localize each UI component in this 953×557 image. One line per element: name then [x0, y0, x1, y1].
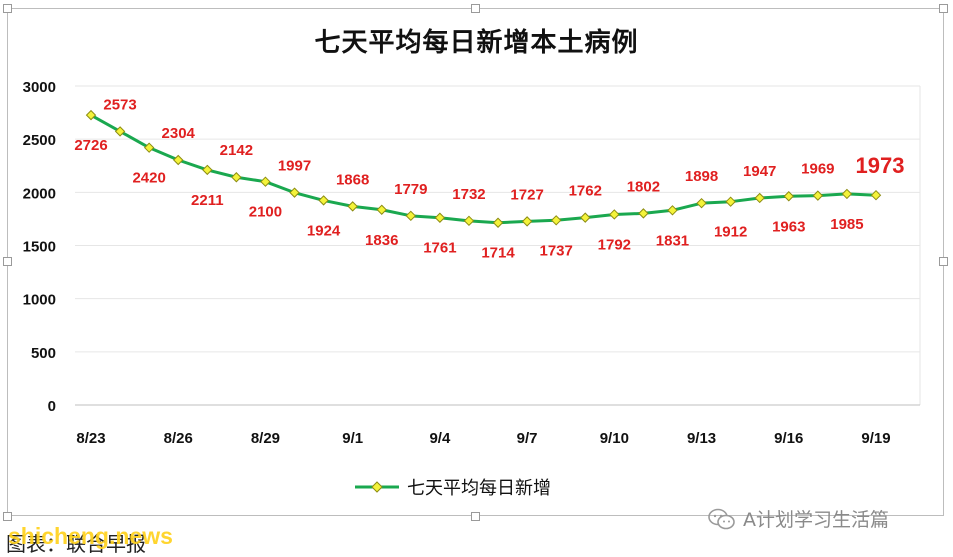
resize-handle-top-center[interactable]: [471, 4, 480, 13]
x-tick-label: 9/7: [517, 430, 538, 447]
resize-handle-bottom-left[interactable]: [3, 512, 12, 521]
x-tick-label: 9/19: [861, 430, 890, 447]
wechat-account-name: A计划学习生活篇: [743, 509, 889, 531]
data-label: 1761: [423, 240, 456, 257]
chart-frame: [7, 8, 944, 516]
x-tick-label: 9/4: [429, 430, 451, 447]
data-label: 1947: [743, 163, 776, 180]
data-label: 1762: [569, 183, 602, 200]
y-tick-label: 500: [31, 345, 56, 362]
data-point-marker: [492, 217, 504, 228]
wechat-attribution: A计划学习生活篇: [707, 505, 889, 532]
data-point-marker: [725, 196, 736, 207]
data-label-latest: 1973: [856, 153, 905, 178]
data-point-marker: [143, 142, 155, 153]
data-label: 1912: [714, 224, 747, 241]
data-point-marker: [638, 208, 649, 219]
data-label: 1924: [307, 222, 341, 239]
data-point-marker: [550, 215, 562, 226]
data-point-marker: [376, 204, 387, 215]
series-line: [90, 113, 877, 225]
x-tick-label: 9/1: [342, 430, 363, 447]
wechat-icon: [708, 508, 735, 529]
x-tick-label: 9/10: [600, 430, 629, 447]
data-label: 1727: [510, 186, 543, 203]
data-point-marker: [812, 190, 824, 201]
data-point-marker: [696, 197, 707, 209]
data-point-marker: [173, 154, 184, 166]
data-label: 2142: [220, 142, 253, 159]
data-label: 1732: [452, 186, 485, 203]
watermark-text: shicheng.news: [8, 523, 173, 549]
data-point-marker: [841, 188, 853, 200]
data-label: 1868: [336, 171, 369, 188]
y-tick-label: 1000: [23, 292, 56, 309]
resize-handle-middle-left[interactable]: [3, 257, 12, 266]
data-label: 1831: [656, 232, 689, 249]
data-point-marker: [521, 216, 533, 227]
chart-source-caption: 图表：联合早报: [6, 532, 146, 556]
resize-handle-top-left[interactable]: [3, 4, 12, 13]
data-label: 2726: [74, 137, 107, 154]
resize-handle-top-right[interactable]: [939, 4, 948, 13]
data-label: 1792: [598, 236, 631, 253]
resize-handle-bottom-center[interactable]: [471, 512, 480, 521]
y-tick-label: 0: [48, 398, 56, 415]
data-point-marker: [318, 195, 329, 206]
data-label: 2211: [191, 192, 224, 209]
data-point-marker: [609, 209, 620, 220]
data-point-marker: [260, 176, 271, 187]
data-point-marker: [667, 205, 678, 216]
data-point-marker: [580, 212, 591, 223]
chart-title: 七天平均每日新增本土病例: [314, 28, 639, 58]
x-tick-label: 8/29: [251, 430, 280, 447]
x-tick-label: 8/23: [76, 430, 105, 447]
y-tick-label: 3000: [23, 79, 56, 96]
data-point-marker: [463, 215, 475, 227]
y-tick-label: 2000: [23, 185, 56, 202]
resize-handle-middle-right[interactable]: [939, 257, 948, 266]
legend-line-marker-icon: [355, 481, 399, 493]
x-tick-label: 9/16: [774, 430, 803, 447]
data-label: 1963: [772, 218, 805, 235]
data-label: 1714: [481, 245, 515, 262]
data-label: 1985: [830, 216, 863, 233]
y-tick-label: 2500: [23, 132, 56, 149]
data-label: 1898: [685, 168, 718, 185]
data-point-marker: [405, 210, 417, 222]
x-tick-label: 9/13: [687, 430, 716, 447]
data-point-marker: [231, 172, 242, 183]
data-label: 1802: [627, 178, 660, 195]
data-label: 2100: [249, 204, 282, 221]
legend-label: 七天平均每日新增: [407, 478, 551, 499]
data-point-marker: [347, 201, 358, 212]
data-label: 2304: [162, 125, 196, 142]
x-tick-label: 8/26: [164, 430, 193, 447]
y-tick-label: 1500: [23, 239, 56, 256]
data-label: 1997: [278, 158, 311, 175]
data-point-marker: [870, 189, 882, 201]
data-point-marker: [202, 164, 213, 176]
data-point-marker: [114, 126, 126, 137]
data-label: 1779: [394, 181, 427, 198]
data-point-marker: [783, 191, 794, 202]
data-label: 2573: [103, 96, 136, 113]
data-label: 1836: [365, 232, 398, 249]
data-point-marker: [434, 212, 446, 223]
chart-legend: 七天平均每日新增: [355, 475, 551, 499]
data-label: 1969: [801, 161, 834, 178]
data-label: 1737: [539, 242, 572, 259]
data-label: 2420: [132, 170, 165, 187]
data-point-marker: [85, 109, 97, 121]
data-point-marker: [754, 192, 765, 204]
data-point-marker: [289, 187, 300, 198]
